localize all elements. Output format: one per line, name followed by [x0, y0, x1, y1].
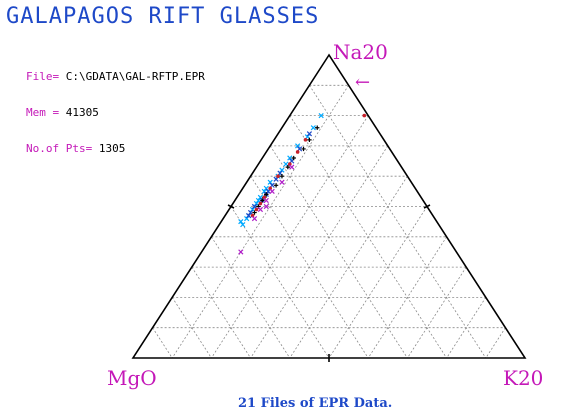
file-label: File= — [26, 70, 60, 83]
data-point — [250, 213, 255, 218]
data-point — [263, 203, 269, 210]
mem-value: 41305 — [65, 106, 99, 119]
data-point — [268, 186, 273, 191]
edge-tick — [423, 204, 431, 209]
data-point — [252, 210, 257, 215]
data-point — [238, 219, 244, 225]
data-point — [267, 179, 273, 185]
data-point — [307, 137, 312, 143]
data-point — [310, 125, 316, 131]
grid-line — [191, 266, 251, 359]
data-point — [246, 212, 252, 219]
data-point — [240, 222, 246, 228]
data-point — [289, 164, 295, 170]
grid-line — [328, 206, 428, 359]
data-point — [263, 197, 269, 204]
data-point — [301, 146, 306, 152]
grid-line — [407, 266, 467, 359]
data-point — [279, 174, 285, 179]
mem-label: Mem = — [26, 106, 60, 119]
data-point — [251, 215, 258, 222]
data-point — [279, 167, 285, 173]
grid-line — [446, 297, 487, 359]
plot-title: GALAPAGOS RIFT GLASSES — [6, 4, 320, 29]
data-point — [318, 112, 324, 119]
grid-line — [485, 327, 506, 359]
data-point — [254, 207, 259, 212]
apex-label-top: Na20 — [333, 40, 388, 64]
grid-line — [230, 206, 330, 359]
data-point — [258, 201, 263, 206]
pts-value: 1305 — [98, 142, 126, 155]
grid-line — [171, 85, 349, 359]
pts-info: No.of Pts= 1305 — [26, 142, 125, 155]
apex-label-left: MgO — [107, 366, 157, 390]
data-point — [238, 249, 244, 255]
data-point — [295, 150, 300, 154]
data-point — [285, 164, 291, 170]
data-point — [287, 155, 293, 161]
data-point — [291, 155, 296, 161]
pts-label: No.of Pts= — [26, 142, 93, 155]
apex-label-right: K20 — [503, 366, 544, 390]
data-points — [238, 112, 367, 255]
grid-line — [269, 145, 408, 359]
grid-line — [211, 236, 291, 359]
data-point — [288, 162, 292, 166]
mem-info: Mem = 41305 — [26, 106, 99, 119]
edge-tick — [227, 204, 235, 209]
data-point — [295, 143, 301, 149]
data-point — [269, 188, 275, 194]
edge-ticks — [227, 204, 431, 362]
data-point — [315, 125, 320, 130]
data-point — [263, 185, 269, 191]
data-point — [303, 138, 308, 142]
left-arrow-icon: ← — [355, 72, 371, 93]
data-point — [257, 206, 264, 213]
data-point — [262, 195, 267, 200]
file-info: File= C:\GDATA\GAL-RFTP.EPR — [26, 70, 205, 83]
data-point — [362, 113, 367, 118]
grid-line — [367, 236, 447, 359]
grid-line — [309, 85, 487, 359]
ternary-grid — [152, 84, 506, 359]
data-point — [306, 131, 313, 137]
grid-line — [250, 145, 389, 359]
data-point — [276, 174, 280, 178]
data-point — [244, 215, 250, 222]
data-point — [279, 179, 285, 185]
grid-line — [171, 297, 212, 359]
grid-line — [152, 327, 173, 359]
file-value: C:\GDATA\GAL-RFTP.EPR — [65, 70, 205, 83]
data-point — [260, 198, 265, 203]
footer-caption: 21 Files of EPR Data. — [238, 396, 393, 411]
data-point — [264, 192, 269, 197]
data-point — [273, 183, 279, 188]
